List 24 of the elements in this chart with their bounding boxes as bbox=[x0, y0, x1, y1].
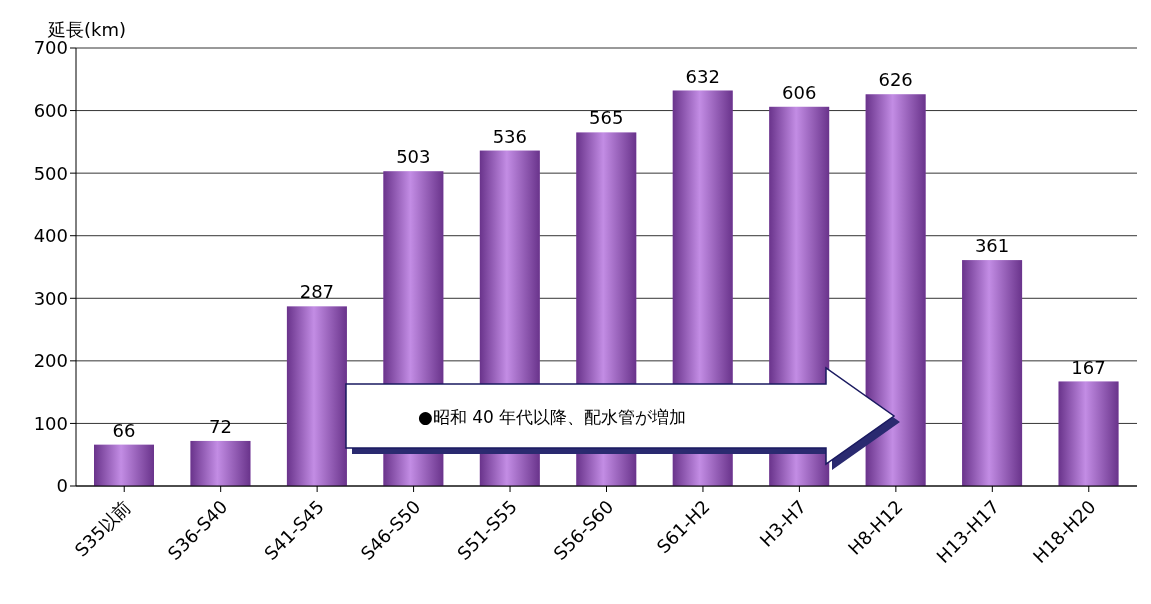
y-tick-label: 0 bbox=[56, 475, 68, 497]
data-label: 167 bbox=[1071, 356, 1106, 378]
data-label: 565 bbox=[589, 107, 624, 129]
bar bbox=[286, 306, 347, 486]
data-label: 626 bbox=[878, 69, 913, 91]
data-label: 66 bbox=[112, 419, 136, 441]
y-tick-label: 200 bbox=[33, 350, 68, 372]
data-label: 287 bbox=[299, 281, 335, 303]
annotation: ●昭和 40 年代以降、配水管が増加 bbox=[418, 407, 687, 427]
y-tick-label: 300 bbox=[33, 287, 68, 309]
bar bbox=[1058, 381, 1119, 486]
bar bbox=[962, 260, 1023, 486]
data-label: 536 bbox=[492, 125, 527, 147]
bar bbox=[865, 94, 926, 486]
bar bbox=[190, 440, 251, 486]
data-label: 361 bbox=[974, 235, 1010, 257]
y-tick-label: 600 bbox=[33, 99, 68, 121]
data-label: 606 bbox=[782, 81, 817, 103]
y-tick-label: 500 bbox=[33, 162, 68, 184]
data-label: 503 bbox=[396, 146, 431, 168]
y-tick-label: 100 bbox=[33, 412, 68, 434]
bar bbox=[94, 444, 154, 486]
y-tick-label: 400 bbox=[33, 225, 68, 247]
data-label: 632 bbox=[685, 65, 720, 87]
